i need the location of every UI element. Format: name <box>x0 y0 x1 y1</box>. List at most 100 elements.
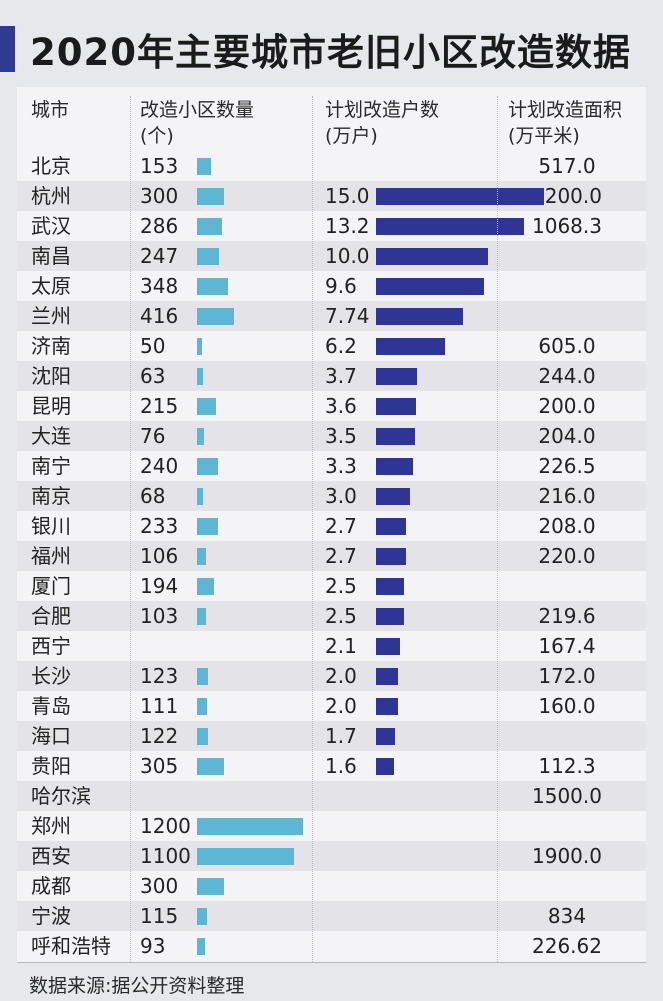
table-row: 南昌 247 10.0 <box>17 241 646 271</box>
households-bar <box>376 608 404 625</box>
communities-bar <box>197 728 208 745</box>
city-label: 福州 <box>31 544 71 568</box>
header-communities-line1: 改造小区数量 <box>140 99 255 121</box>
communities-bar <box>197 668 208 685</box>
city-label: 成都 <box>31 874 71 898</box>
communities-value: 106 <box>140 544 179 568</box>
table-row: 杭州 300 15.0 1200.0 <box>17 181 646 211</box>
communities-value: 122 <box>140 724 179 748</box>
households-bar <box>376 308 463 325</box>
communities-value: 240 <box>140 454 179 478</box>
table-row: 海口 122 1.7 <box>17 721 646 751</box>
city-label: 沈阳 <box>31 364 71 388</box>
households-value: 3.6 <box>325 394 357 418</box>
communities-value: 233 <box>140 514 179 538</box>
area-value: 167.4 <box>538 634 596 658</box>
area-value: 244.0 <box>538 364 596 388</box>
households-value: 1.7 <box>325 724 357 748</box>
communities-bar <box>197 578 215 595</box>
table-row: 青岛 111 2.0 160.0 <box>17 691 646 721</box>
communities-bar <box>197 218 223 235</box>
column-divider <box>130 96 131 962</box>
city-label: 呼和浩特 <box>31 934 111 958</box>
city-label: 长沙 <box>31 664 71 688</box>
communities-value: 247 <box>140 244 179 268</box>
households-bar <box>376 398 417 415</box>
city-label: 济南 <box>31 334 71 358</box>
households-value: 2.7 <box>325 514 357 538</box>
city-label: 海口 <box>31 724 71 748</box>
households-bar <box>376 728 396 745</box>
city-label: 大连 <box>31 424 71 448</box>
table-row: 兰州 416 7.74 <box>17 301 646 331</box>
city-label: 北京 <box>31 154 71 178</box>
households-bar <box>376 518 407 535</box>
communities-bar <box>197 428 204 445</box>
communities-value: 103 <box>140 604 179 628</box>
city-label: 南京 <box>31 484 71 508</box>
households-value: 1.6 <box>325 754 357 778</box>
households-bar <box>376 668 399 685</box>
communities-value: 153 <box>140 154 179 178</box>
city-label: 银川 <box>31 514 71 538</box>
area-value: 1500.0 <box>532 784 602 808</box>
communities-bar <box>197 278 228 295</box>
communities-bar <box>197 818 303 835</box>
communities-bar <box>197 158 211 175</box>
city-label: 郑州 <box>31 814 71 838</box>
communities-value: 194 <box>140 574 179 598</box>
data-table <box>17 87 646 962</box>
city-label: 青岛 <box>31 694 71 718</box>
area-value <box>508 721 626 751</box>
households-value: 3.5 <box>325 424 357 448</box>
area-value <box>508 811 626 841</box>
header-households-line1: 计划改造户数 <box>325 99 440 121</box>
table-row: 宁波 115 834 <box>17 901 646 931</box>
households-value: 2.0 <box>325 694 357 718</box>
table-row: 长沙 123 2.0 172.0 <box>17 661 646 691</box>
communities-value: 63 <box>140 364 166 388</box>
households-value: 6.2 <box>325 334 357 358</box>
city-label: 昆明 <box>31 394 71 418</box>
table-row: 太原 348 9.6 <box>17 271 646 301</box>
table-row: 南京 68 3.0 216.0 <box>17 481 646 511</box>
communities-bar <box>197 608 207 625</box>
households-bar <box>376 248 488 265</box>
city-label: 西安 <box>31 844 71 868</box>
city-label: 宁波 <box>31 904 71 928</box>
table-header: 城市 改造小区数量 (个) 计划改造户数 (万户) 计划改造面积 (万平米) <box>17 88 646 150</box>
city-label: 杭州 <box>31 184 71 208</box>
area-value <box>508 871 626 901</box>
table-row: 沈阳 63 3.7 244.0 <box>17 361 646 391</box>
footer: 数据来源:据公开资料整理 <box>17 962 646 1001</box>
area-value: 226.5 <box>538 454 596 478</box>
communities-value: 215 <box>140 394 179 418</box>
area-value: 172.0 <box>538 664 596 688</box>
area-value: 219.6 <box>538 604 596 628</box>
area-value: 112.3 <box>538 754 596 778</box>
communities-bar <box>197 308 234 325</box>
table-row: 北京 153 517.0 <box>17 151 646 181</box>
communities-value: 115 <box>140 904 179 928</box>
communities-bar <box>197 938 206 955</box>
area-value <box>508 301 626 331</box>
households-bar <box>376 428 416 445</box>
communities-value: 305 <box>140 754 179 778</box>
area-value <box>508 241 626 271</box>
households-bar <box>376 188 544 205</box>
area-value: 216.0 <box>538 484 596 508</box>
area-value <box>508 271 626 301</box>
households-bar <box>376 758 394 775</box>
households-value: 13.2 <box>325 214 370 238</box>
area-value: 605.0 <box>538 334 596 358</box>
communities-value: 50 <box>140 334 166 358</box>
table-row: 南宁 240 3.3 226.5 <box>17 451 646 481</box>
communities-value: 111 <box>140 694 179 718</box>
communities-value: 1100 <box>140 844 191 868</box>
area-value <box>508 571 626 601</box>
city-label: 西宁 <box>31 634 71 658</box>
communities-value: 300 <box>140 874 179 898</box>
communities-bar <box>197 878 224 895</box>
table-row: 武汉 286 13.2 1068.3 <box>17 211 646 241</box>
table-row: 大连 76 3.5 204.0 <box>17 421 646 451</box>
